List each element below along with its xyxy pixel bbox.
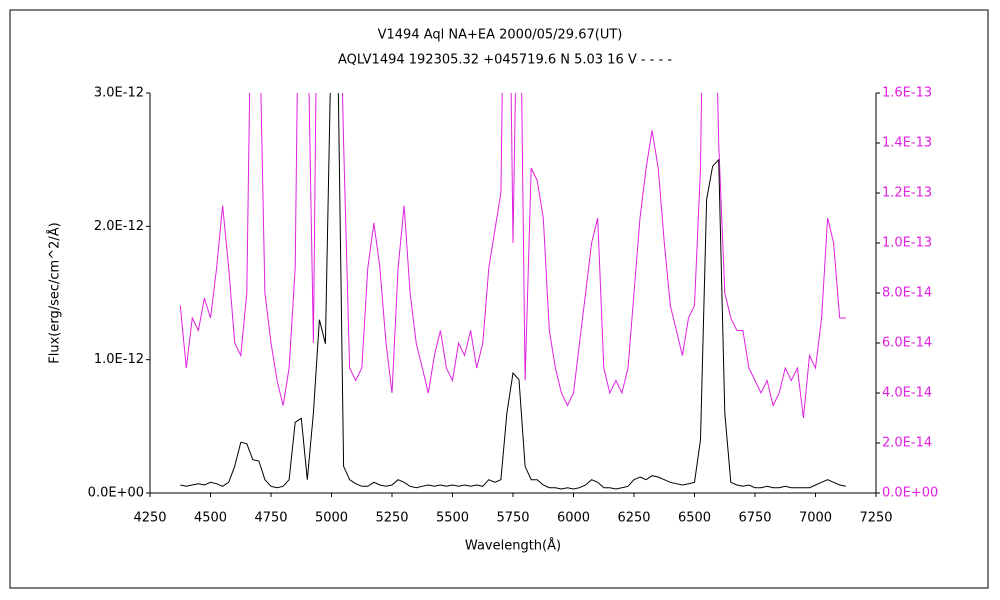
y2-tick-label: 1.6E-13 bbox=[882, 86, 932, 101]
x-tick-label: 5750 bbox=[496, 511, 529, 526]
y2-tick-label: 1.4E-13 bbox=[882, 136, 932, 151]
y-tick-label: 0.0E+00 bbox=[88, 486, 144, 501]
y-axis-label: Flux(erg/sec/cm^2/Å) bbox=[47, 222, 63, 363]
x-tick-label: 6750 bbox=[738, 511, 771, 526]
x-tick-label: 4750 bbox=[254, 511, 287, 526]
series-line bbox=[180, 93, 846, 490]
y-tick-label: 3.0E-12 bbox=[94, 86, 144, 101]
x-tick-label: 5250 bbox=[375, 511, 408, 526]
chart-frame bbox=[9, 9, 989, 589]
y2-tick-label: 8.0E-14 bbox=[882, 286, 932, 301]
y2-tick-label: 4.0E-14 bbox=[882, 386, 932, 401]
y-tick-label: 2.0E-12 bbox=[94, 219, 144, 234]
x-tick-label: 6500 bbox=[678, 511, 711, 526]
x-tick-label: 4250 bbox=[133, 511, 166, 526]
x-axis-label: Wavelength(Å) bbox=[465, 538, 561, 554]
chart-subtitle: AQLV1494 192305.32 +045719.6 N 5.03 16 V… bbox=[338, 53, 672, 68]
x-tick-label: 5500 bbox=[436, 511, 469, 526]
x-tick-label: 5000 bbox=[315, 511, 348, 526]
y2-tick-label: 2.0E-14 bbox=[882, 436, 932, 451]
x-tick-label: 6000 bbox=[557, 511, 590, 526]
series-line bbox=[179, 93, 846, 419]
y2-tick-label: 1.2E-13 bbox=[882, 186, 932, 201]
x-tick-label: 7250 bbox=[859, 511, 892, 526]
y2-tick-label: 0.0E+00 bbox=[882, 486, 938, 501]
y2-tick-label: 6.0E-14 bbox=[882, 336, 932, 351]
x-tick-label: 6250 bbox=[617, 511, 650, 526]
chart-title: V1494 Aql NA+EA 2000/05/29.67(UT) bbox=[378, 28, 623, 43]
x-tick-label: 7000 bbox=[799, 511, 832, 526]
y-tick-label: 1.0E-12 bbox=[94, 352, 144, 367]
x-tick-label: 4500 bbox=[194, 511, 227, 526]
y2-tick-label: 1.0E-13 bbox=[882, 236, 932, 251]
